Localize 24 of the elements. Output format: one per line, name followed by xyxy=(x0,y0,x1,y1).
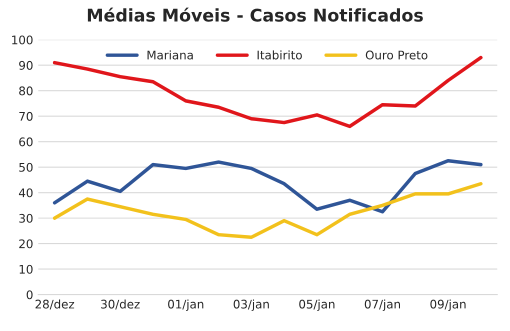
x-tick-label: 05/jan xyxy=(299,299,334,311)
line-series xyxy=(52,182,483,239)
y-tick-label: 40 xyxy=(18,188,33,198)
x-tick-label: 09/jan xyxy=(430,299,466,311)
y-tick-label: 20 xyxy=(19,239,33,248)
y-tick-label: 10 xyxy=(20,264,33,274)
y-tick-label: 60 xyxy=(19,137,33,146)
y-tick-label: 90 xyxy=(19,60,33,70)
y-tick-label: 50 xyxy=(19,162,33,172)
y-tick-label: 100 xyxy=(12,35,33,44)
legend-label: Mariana xyxy=(148,50,193,60)
legend-label: Ouro Preto xyxy=(366,50,428,60)
x-tick-label: 01/jan xyxy=(168,299,204,311)
x-tick-label: 03/jan xyxy=(234,299,269,311)
y-tick-label: 0 xyxy=(26,290,33,300)
x-tick-label: 07/jan xyxy=(364,299,400,311)
y-tick-label: 30 xyxy=(19,214,33,223)
x-tick-label: 30/dez xyxy=(101,299,140,310)
x-tick-label: 28/dez xyxy=(36,299,74,310)
y-tick-label: 80 xyxy=(19,86,33,96)
y-tick-label: 70 xyxy=(19,112,33,121)
line-series xyxy=(52,159,483,214)
chart-title: Médias Móveis - Casos Notificados xyxy=(88,8,423,22)
legend-label: Itabirito xyxy=(258,50,302,60)
